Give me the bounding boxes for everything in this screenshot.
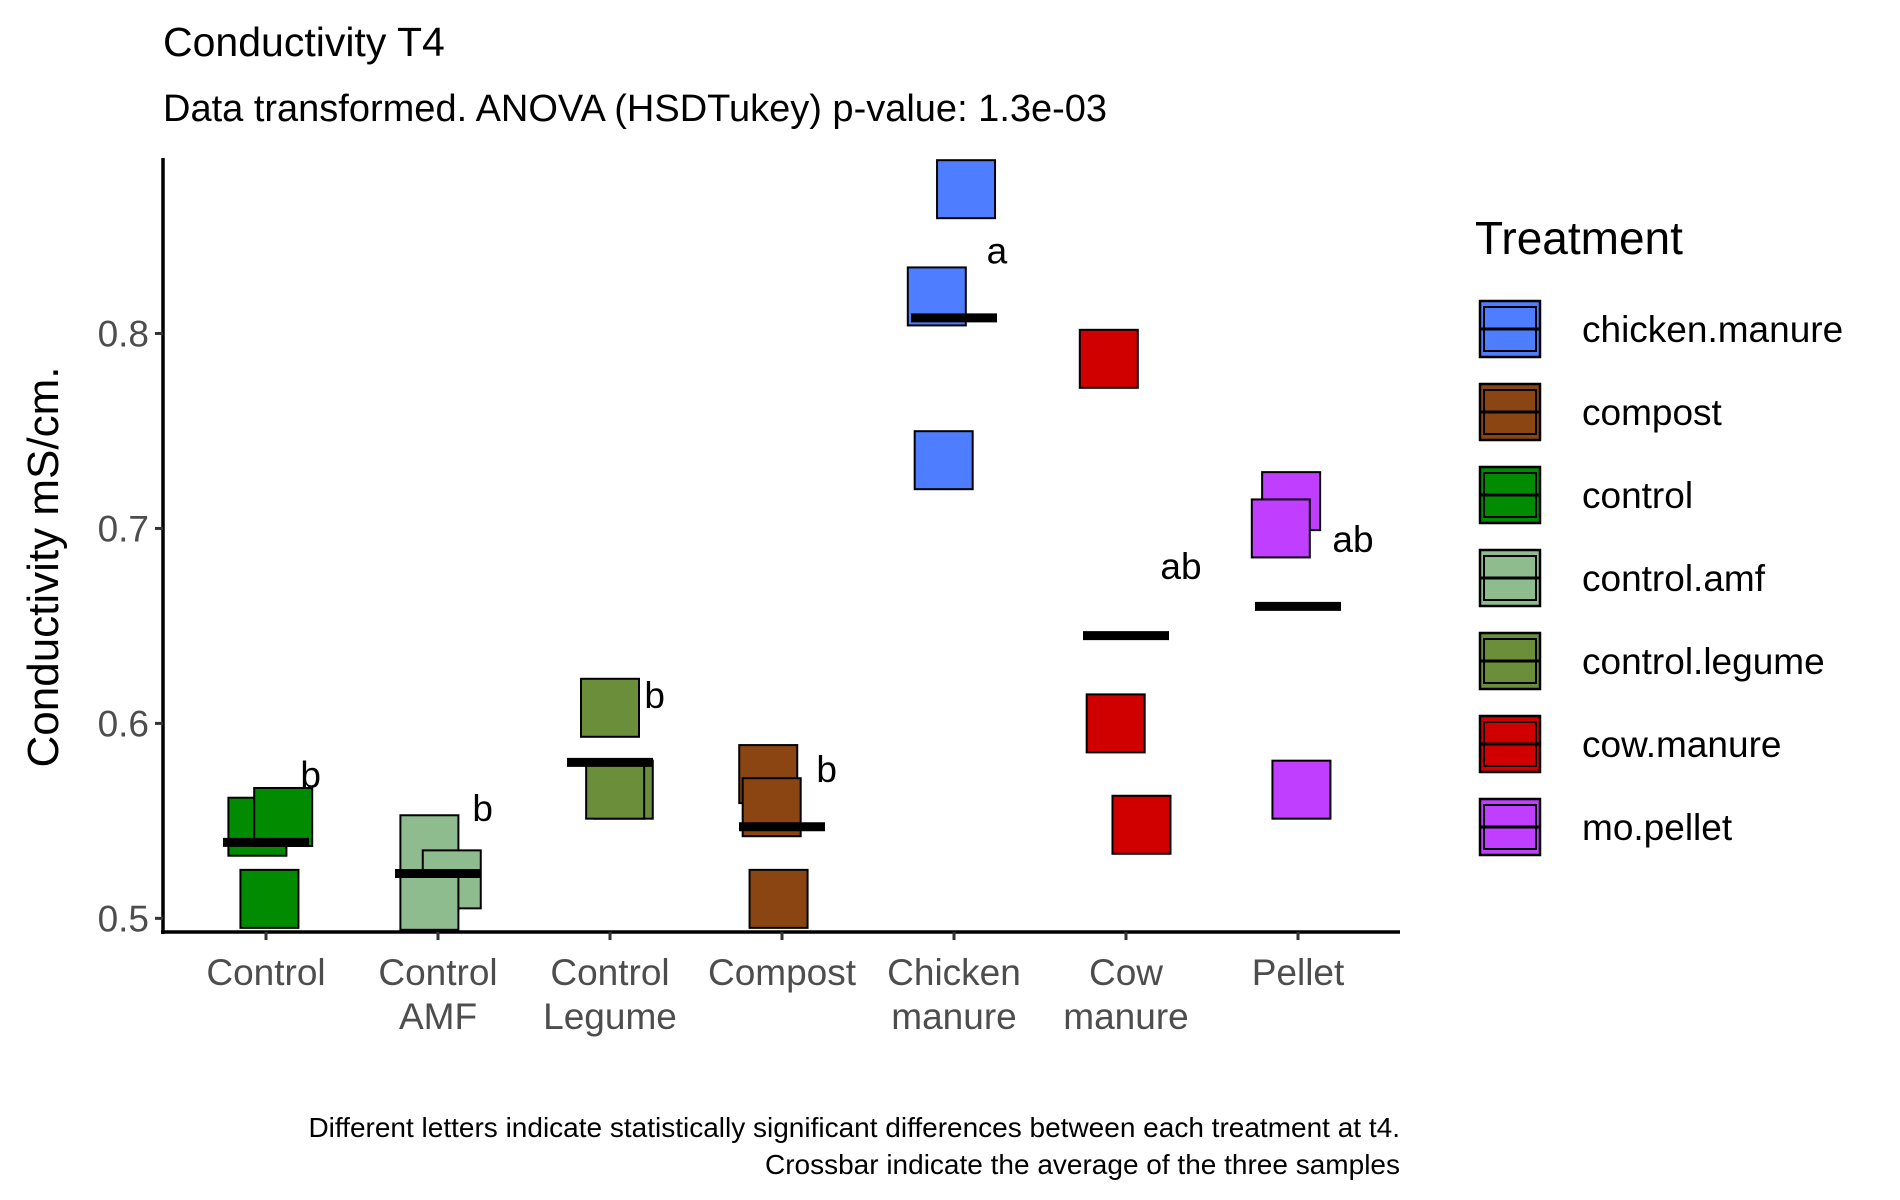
y-tick-label: 0.8 bbox=[98, 313, 149, 354]
caption: Different letters indicate statistically… bbox=[308, 1112, 1400, 1180]
x-tick-label: Chicken manure bbox=[887, 952, 1021, 1037]
caption-line: Crossbar indicate the average of the thr… bbox=[765, 1149, 1400, 1180]
data-point bbox=[1085, 693, 1146, 754]
data-point bbox=[936, 159, 997, 220]
data-point bbox=[1111, 794, 1172, 855]
y-axis-label: Conductivity mS/cm. bbox=[19, 367, 68, 768]
data-point bbox=[1078, 328, 1139, 389]
legend: Treatment chicken.manure compost control con… bbox=[1475, 212, 1843, 857]
significance-letter: b bbox=[644, 675, 665, 716]
x-tick-label: Cow manure bbox=[1063, 952, 1188, 1037]
plot-area: b b b b a ab ab bbox=[223, 159, 1374, 931]
chart-title: Conductivity T4 bbox=[163, 19, 445, 65]
x-tick-label: Control bbox=[206, 952, 325, 993]
data-point bbox=[580, 677, 640, 738]
x-tick-label: Control AMF bbox=[378, 952, 497, 1037]
chart-subtitle: Data transformed. ANOVA (HSDTukey) p-val… bbox=[163, 88, 1107, 130]
caption-line: Different letters indicate statistically… bbox=[308, 1112, 1400, 1143]
data-point bbox=[585, 759, 646, 820]
significance-letter: b bbox=[472, 788, 493, 829]
legend-label: cow.manure bbox=[1582, 724, 1782, 765]
data-point bbox=[748, 868, 809, 929]
legend-label: control.amf bbox=[1582, 558, 1766, 599]
data-point bbox=[399, 870, 460, 931]
legend-label: control.legume bbox=[1582, 641, 1825, 682]
data-point bbox=[1271, 759, 1332, 820]
significance-letter: ab bbox=[1332, 519, 1373, 560]
significance-letter: b bbox=[816, 749, 837, 790]
y-tick-label: 0.6 bbox=[98, 703, 149, 744]
significance-letter: ab bbox=[1160, 546, 1201, 587]
legend-label: chicken.manure bbox=[1582, 309, 1843, 350]
data-point bbox=[913, 430, 974, 491]
y-tick-label: 0.7 bbox=[98, 508, 149, 549]
legend-label: compost bbox=[1582, 392, 1723, 433]
axes: 0.5 0.6 0.7 0.8 Control Control AMF Control Legu… bbox=[98, 158, 1400, 1037]
x-tick-label: Pellet bbox=[1252, 952, 1345, 993]
legend-label: control bbox=[1582, 475, 1693, 516]
x-tick-label: Compost bbox=[708, 952, 857, 993]
legend-title: Treatment bbox=[1475, 212, 1683, 264]
data-point bbox=[1250, 498, 1311, 559]
significance-letter: a bbox=[987, 230, 1008, 271]
data-point bbox=[239, 868, 300, 929]
x-tick-label: Control Legume bbox=[543, 952, 677, 1037]
significance-letter: b bbox=[300, 755, 321, 796]
legend-label: mo.pellet bbox=[1582, 807, 1733, 848]
y-tick-label: 0.5 bbox=[98, 898, 149, 939]
data-point bbox=[253, 786, 314, 847]
